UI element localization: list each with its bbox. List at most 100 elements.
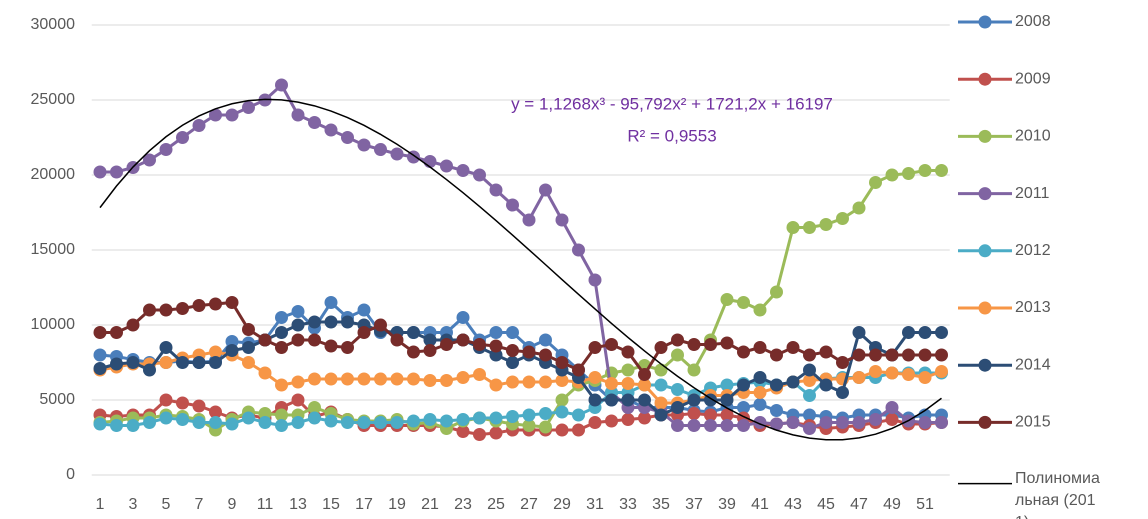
point (159, 411, 173, 425)
point (308, 315, 321, 329)
point (687, 338, 701, 351)
point (539, 333, 552, 347)
point (588, 371, 602, 384)
point (737, 419, 750, 432)
point (605, 377, 618, 390)
point (275, 341, 288, 354)
point (159, 303, 173, 317)
point (473, 168, 486, 182)
point (852, 416, 866, 429)
x-tick-label: 45 (817, 496, 835, 513)
point (654, 408, 668, 422)
point (258, 333, 272, 347)
point (489, 411, 503, 425)
x-tick-label: 33 (619, 496, 637, 513)
point (522, 213, 536, 227)
legend-marker (978, 244, 992, 258)
point (869, 413, 882, 426)
point (291, 333, 305, 347)
point (935, 365, 948, 378)
point (209, 405, 222, 419)
point (357, 138, 371, 152)
y-tick-label: 10000 (31, 316, 76, 333)
x-tick-label: 49 (883, 496, 901, 513)
point (341, 315, 354, 329)
point (720, 336, 734, 350)
point (258, 366, 272, 380)
point (110, 357, 123, 371)
series-line (100, 300, 942, 378)
x-tick-label: 19 (388, 496, 406, 513)
point (539, 407, 552, 420)
point (869, 365, 882, 378)
point (687, 363, 701, 377)
x-tick-label: 1 (96, 496, 105, 513)
point (803, 374, 816, 387)
point (456, 371, 470, 384)
point (159, 341, 173, 354)
point (291, 318, 305, 332)
point (885, 401, 899, 414)
point (539, 375, 552, 389)
point (126, 356, 140, 369)
point (489, 348, 503, 362)
point (275, 311, 288, 324)
point (407, 372, 420, 386)
point (671, 383, 684, 396)
point (671, 419, 684, 432)
point (407, 345, 420, 359)
point (720, 393, 734, 407)
x-tick-label: 37 (685, 496, 703, 513)
point (209, 416, 222, 429)
point (341, 372, 354, 386)
point (126, 318, 140, 332)
point (638, 368, 651, 381)
point (242, 101, 255, 114)
point (902, 326, 915, 339)
point (737, 296, 750, 309)
point (753, 341, 767, 354)
point (374, 318, 387, 332)
point (192, 399, 206, 413)
point (770, 378, 783, 392)
point (555, 423, 569, 437)
point (456, 311, 470, 324)
point (242, 323, 255, 336)
point (671, 401, 684, 414)
point (638, 378, 651, 392)
legend-label: 2009 (1015, 70, 1051, 87)
point (291, 393, 305, 407)
point (456, 413, 470, 426)
point (803, 389, 816, 402)
legend-marker (978, 187, 992, 201)
point (918, 348, 932, 362)
point (836, 386, 849, 399)
point (209, 345, 222, 359)
point (654, 396, 668, 410)
point (242, 411, 255, 425)
point (242, 356, 255, 369)
y-tick-label: 20000 (31, 166, 76, 183)
point (621, 413, 635, 426)
point (852, 201, 866, 215)
point (143, 416, 156, 429)
point (374, 372, 387, 386)
point (869, 176, 882, 189)
point (489, 183, 503, 197)
y-tick-label: 25000 (31, 91, 76, 108)
point (786, 416, 800, 429)
point (803, 221, 816, 234)
point (407, 326, 420, 339)
point (671, 348, 684, 362)
point (819, 345, 833, 359)
point (737, 345, 750, 359)
point (258, 416, 272, 429)
x-tick-label: 13 (289, 496, 307, 513)
point (473, 411, 486, 425)
legend-marker (978, 415, 992, 429)
point (935, 326, 948, 339)
point (638, 393, 651, 407)
point (836, 356, 849, 369)
point (803, 348, 816, 362)
point (803, 363, 816, 377)
